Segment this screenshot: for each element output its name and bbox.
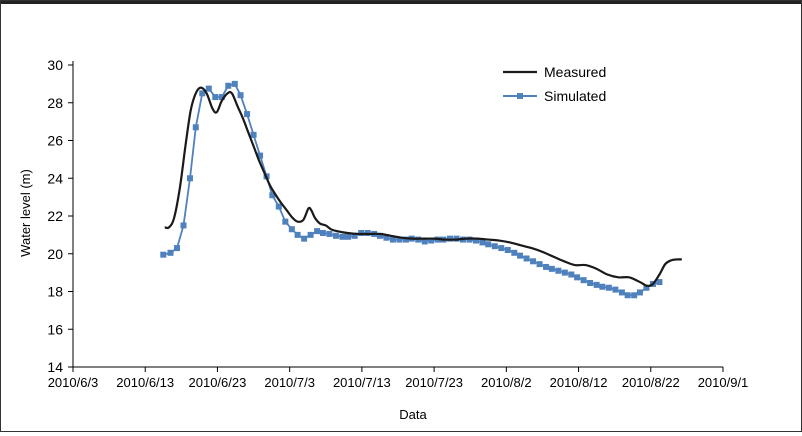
data-point-simulated bbox=[389, 236, 396, 243]
top-border bbox=[1, 1, 801, 4]
y-tick-label: 22 bbox=[47, 208, 63, 224]
data-point-simulated bbox=[568, 271, 575, 278]
data-point-simulated bbox=[599, 283, 606, 290]
data-point-simulated bbox=[612, 286, 619, 293]
x-axis-label: Data bbox=[399, 407, 427, 422]
data-point-simulated bbox=[237, 92, 244, 99]
data-point-simulated bbox=[351, 232, 358, 239]
y-tick-label: 28 bbox=[47, 95, 63, 111]
data-point-simulated bbox=[574, 274, 581, 281]
data-point-simulated bbox=[504, 246, 511, 253]
y-tick-label: 16 bbox=[47, 321, 63, 337]
data-point-simulated bbox=[314, 228, 321, 235]
y-tick-label: 30 bbox=[47, 57, 63, 73]
y-axis-label: Water level (m) bbox=[18, 169, 33, 257]
legend-simulated-marker bbox=[517, 93, 523, 99]
data-point-simulated bbox=[631, 292, 638, 299]
legend: Measured Simulated bbox=[503, 64, 606, 104]
data-point-simulated bbox=[250, 131, 257, 138]
data-point-simulated bbox=[511, 249, 518, 256]
x-tick-label: 2010/8/12 bbox=[550, 375, 608, 390]
data-point-simulated bbox=[345, 233, 352, 240]
data-point-simulated bbox=[636, 289, 643, 296]
x-tick-label: 2010/6/13 bbox=[116, 375, 174, 390]
data-point-simulated bbox=[624, 292, 631, 299]
data-point-simulated bbox=[479, 239, 486, 246]
data-point-simulated bbox=[383, 234, 390, 241]
data-point-simulated bbox=[485, 241, 492, 248]
legend-simulated-label: Simulated bbox=[544, 88, 606, 104]
data-point-simulated bbox=[402, 236, 409, 243]
series-line-simulated bbox=[163, 82, 660, 297]
y-tick-label: 20 bbox=[47, 246, 63, 262]
data-point-simulated bbox=[218, 94, 225, 101]
data-point-simulated bbox=[561, 269, 568, 276]
data-point-simulated bbox=[167, 249, 174, 256]
data-point-simulated bbox=[294, 231, 301, 238]
data-point-simulated bbox=[332, 232, 339, 239]
data-point-simulated bbox=[257, 152, 264, 159]
x-tick-label: 2010/6/3 bbox=[48, 375, 99, 390]
data-point-simulated bbox=[275, 203, 282, 210]
series-layer bbox=[160, 80, 682, 299]
data-point-simulated bbox=[376, 232, 383, 239]
x-tick-label: 2010/6/23 bbox=[189, 375, 247, 390]
data-point-simulated bbox=[656, 279, 663, 286]
data-point-simulated bbox=[428, 237, 435, 244]
x-tick-label: 2010/7/23 bbox=[405, 375, 463, 390]
x-tick-label: 2010/9/1 bbox=[698, 375, 749, 390]
data-point-simulated bbox=[244, 111, 251, 118]
data-point-simulated bbox=[523, 255, 530, 262]
data-point-simulated bbox=[593, 281, 600, 288]
data-point-simulated bbox=[160, 251, 167, 258]
data-point-simulated bbox=[326, 230, 333, 237]
data-point-simulated bbox=[319, 229, 326, 236]
data-point-simulated bbox=[396, 236, 403, 243]
data-point-simulated bbox=[269, 192, 276, 199]
x-tick-label: 2010/7/3 bbox=[264, 375, 315, 390]
data-point-simulated bbox=[473, 237, 479, 244]
y-tick-label: 26 bbox=[47, 133, 63, 149]
data-point-simulated bbox=[555, 267, 562, 274]
data-point-simulated bbox=[205, 85, 212, 92]
data-point-simulated bbox=[498, 245, 505, 252]
series-line-measured bbox=[164, 86, 682, 288]
data-point-simulated bbox=[199, 90, 206, 97]
data-point-simulated bbox=[605, 284, 612, 291]
data-point-simulated bbox=[225, 82, 232, 89]
y-tick-label: 24 bbox=[47, 170, 63, 186]
data-point-simulated bbox=[548, 265, 555, 272]
x-tick-label: 2010/8/2 bbox=[481, 375, 532, 390]
data-point-simulated bbox=[536, 261, 543, 268]
data-point-simulated bbox=[187, 175, 193, 182]
axes: 14 16 18 20 22 24 26 28 30 2010/6/3 2010/6/13 2010/… bbox=[47, 57, 748, 390]
data-point-simulated bbox=[301, 235, 308, 242]
data-point-simulated bbox=[491, 243, 498, 250]
x-tick-label: 2010/7/13 bbox=[333, 375, 391, 390]
data-point-simulated bbox=[180, 222, 187, 229]
y-tick-label: 14 bbox=[47, 359, 63, 375]
data-point-simulated bbox=[543, 263, 550, 270]
data-point-simulated bbox=[421, 238, 428, 245]
data-point-simulated bbox=[618, 289, 625, 296]
data-point-simulated bbox=[530, 258, 537, 265]
data-point-simulated bbox=[580, 277, 587, 284]
data-point-simulated bbox=[339, 233, 346, 240]
data-point-simulated bbox=[587, 280, 594, 287]
data-point-simulated bbox=[212, 94, 219, 101]
legend-measured-label: Measured bbox=[544, 64, 606, 80]
data-point-simulated bbox=[192, 124, 199, 131]
data-point-simulated bbox=[307, 231, 314, 238]
x-tick-label: 2010/8/22 bbox=[622, 375, 680, 390]
data-point-simulated bbox=[282, 218, 289, 225]
data-point-simulated bbox=[288, 226, 295, 233]
data-point-simulated bbox=[174, 245, 180, 252]
data-point-simulated bbox=[517, 252, 524, 259]
y-tick-label: 18 bbox=[47, 284, 63, 300]
data-point-simulated bbox=[231, 80, 238, 87]
data-point-simulated bbox=[643, 284, 650, 291]
